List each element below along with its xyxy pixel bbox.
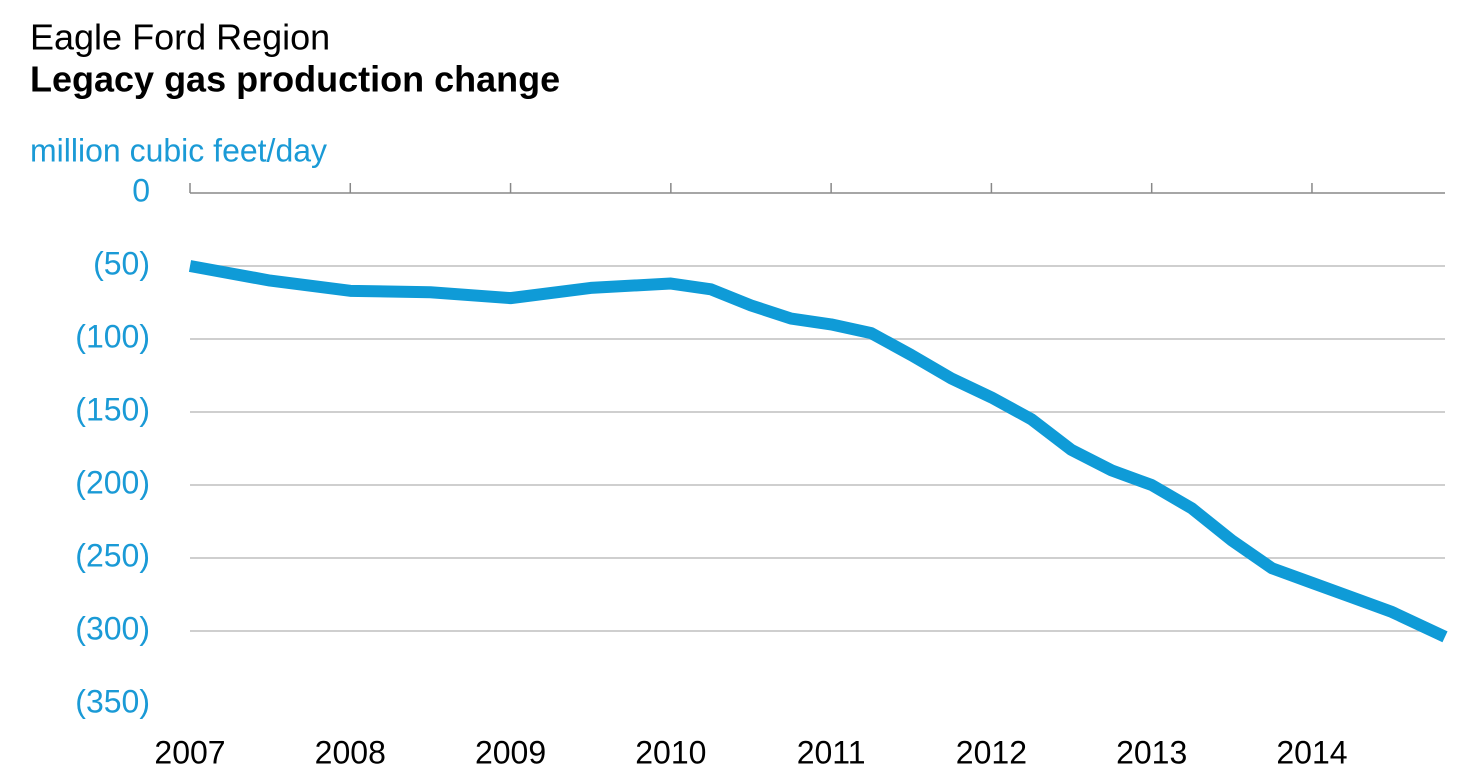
- chart-subtitle: Legacy gas production change: [30, 59, 560, 100]
- y-tick-label: 0: [132, 172, 150, 208]
- y-tick-label: (50): [93, 245, 150, 281]
- y-tick-label: (300): [75, 610, 150, 646]
- y-tick-label: (250): [75, 537, 150, 573]
- x-tick-label: 2011: [797, 734, 866, 770]
- y-tick-label: (100): [75, 318, 150, 354]
- x-tick-label: 2010: [635, 734, 706, 770]
- x-tick-label: 2013: [1116, 734, 1187, 770]
- x-tick-label: 2008: [315, 734, 386, 770]
- x-tick-label: 2014: [1276, 734, 1347, 770]
- y-tick-label: (350): [75, 683, 150, 719]
- x-tick-label: 2012: [956, 734, 1027, 770]
- y-tick-label: (150): [75, 391, 150, 427]
- x-tick-label: 2007: [154, 734, 225, 770]
- line-series: [188, 260, 1448, 643]
- chart-title: Eagle Ford Region: [30, 17, 330, 58]
- y-tick-label: (200): [75, 464, 150, 500]
- x-tick-label: 2009: [475, 734, 546, 770]
- y-axis-label: million cubic feet/day: [30, 132, 327, 168]
